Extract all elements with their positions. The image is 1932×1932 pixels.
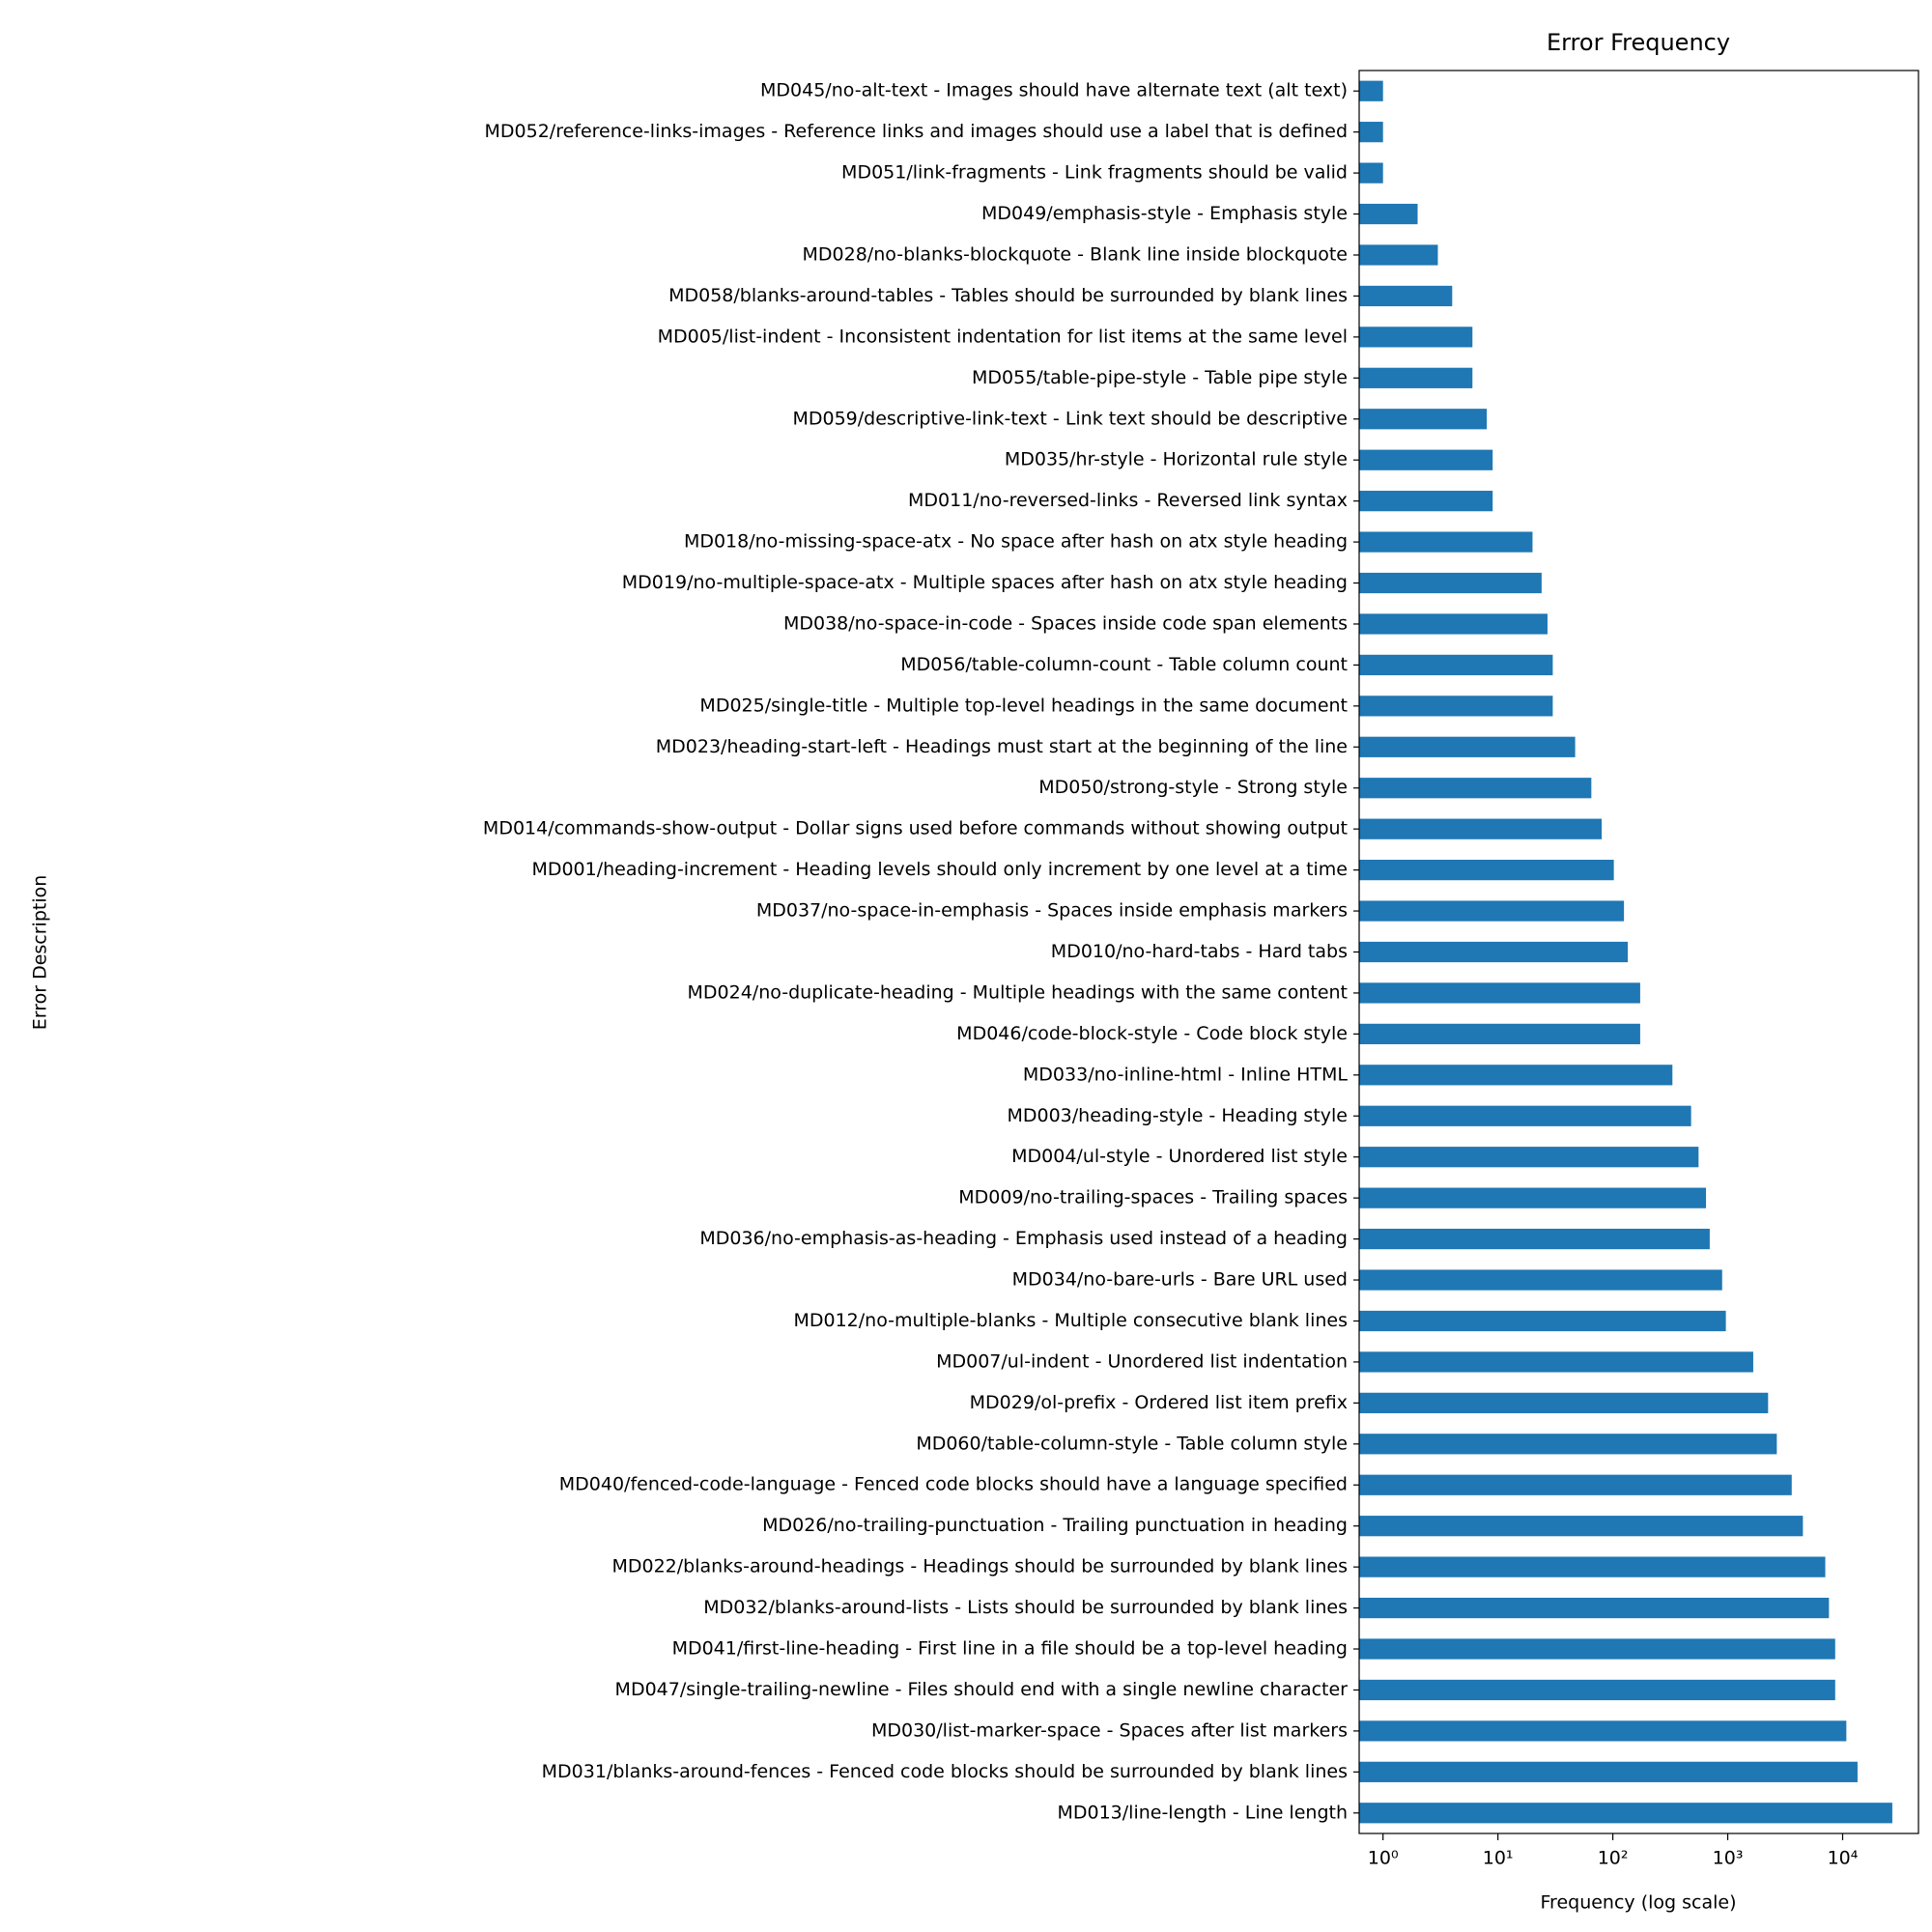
x-tick-label: 10⁰ (1368, 1848, 1399, 1869)
y-tick-label: MD030/list-marker-space - Spaces after l… (871, 1719, 1348, 1741)
bar (1359, 162, 1383, 184)
bar (1359, 1023, 1640, 1044)
y-tick-label: MD019/no-multiple-space-atx - Multiple s… (622, 572, 1348, 593)
y-tick-label: MD037/no-space-in-emphasis - Spaces insi… (756, 900, 1348, 922)
bar (1359, 1803, 1892, 1824)
y-tick-label: MD009/no-trailing-spaces - Trailing spac… (958, 1187, 1348, 1208)
bar (1359, 1310, 1726, 1332)
bar (1359, 1597, 1830, 1619)
y-tick-label: MD029/ol-prefix - Ordered list item pref… (970, 1392, 1348, 1413)
bar (1359, 531, 1533, 553)
y-tick-label: MD036/no-emphasis-as-heading - Emphasis … (699, 1228, 1348, 1249)
y-tick-label: MD018/no-missing-space-atx - No space af… (684, 531, 1348, 553)
bar (1359, 1720, 1847, 1742)
bar (1359, 572, 1542, 594)
bar (1359, 778, 1592, 799)
bar (1359, 409, 1488, 430)
y-tick-label: MD056/table-column-count - Table column … (900, 654, 1348, 675)
y-tick-label: MD010/no-hard-tabs - Hard tabs (1051, 941, 1348, 962)
plot-frame (1358, 70, 1919, 1834)
y-tick-label: MD038/no-space-in-code - Spaces inside c… (783, 612, 1348, 634)
bar (1359, 818, 1603, 839)
bar (1359, 1556, 1826, 1577)
bar (1359, 1638, 1835, 1660)
bar (1359, 1187, 1707, 1208)
y-tick-label: MD003/heading-style - Heading style (1007, 1105, 1348, 1126)
bar (1359, 736, 1576, 757)
y-tick-label: MD031/blanks-around-fences - Fenced code… (542, 1761, 1348, 1782)
y-tick-label: MD025/single-title - Multiple top-level … (699, 695, 1348, 716)
y-tick-label: MD005/list-indent - Inconsistent indenta… (658, 326, 1348, 347)
chart-title: Error Frequency (1547, 29, 1730, 56)
bar (1359, 613, 1548, 635)
y-tick-label: MD060/table-column-style - Table column … (916, 1433, 1348, 1454)
y-tick-label: MD034/no-bare-urls - Bare URL used (1012, 1269, 1348, 1291)
y-tick-label: MD026/no-trailing-punctuation - Trailing… (762, 1515, 1348, 1536)
x-axis-label: Frequency (log scale) (1541, 1892, 1737, 1914)
y-axis-label: Error Description (30, 875, 51, 1031)
bar (1359, 1105, 1691, 1126)
bar (1359, 285, 1453, 307)
y-tick-label: MD012/no-multiple-blanks - Multiple cons… (793, 1310, 1348, 1331)
y-tick-label: MD047/single-trailing-newline - Files sh… (615, 1679, 1349, 1700)
y-tick-label: MD032/blanks-around-lists - Lists should… (703, 1597, 1348, 1618)
y-tick-label: MD004/ul-style - Unordered list style (1011, 1146, 1348, 1167)
bar (1359, 1351, 1753, 1373)
y-tick-label: MD045/no-alt-text - Images should have a… (760, 80, 1348, 101)
bar (1359, 982, 1640, 1004)
bar (1359, 860, 1614, 881)
bar (1359, 900, 1625, 922)
bar (1359, 1761, 1858, 1782)
x-tick-label: 10³ (1713, 1848, 1744, 1869)
y-tick-label: MD014/commands-show-output - Dollar sign… (483, 818, 1348, 839)
y-tick-label: MD011/no-reversed-links - Reversed link … (908, 490, 1348, 511)
y-tick-label: MD024/no-duplicate-heading - Multiple he… (688, 981, 1348, 1003)
bar (1359, 1228, 1710, 1250)
y-tick-label: MD059/descriptive-link-text - Link text … (792, 408, 1348, 429)
bar (1359, 1065, 1673, 1086)
y-tick-label: MD035/hr-style - Horizontal rule style (1005, 449, 1348, 470)
bar (1359, 244, 1438, 266)
y-tick-label: MD049/emphasis-style - Emphasis style (981, 203, 1348, 224)
y-tick-label: MD040/fenced-code-language - Fenced code… (559, 1474, 1348, 1495)
y-tick-label: MD041/first-line-heading - First line in… (672, 1638, 1348, 1660)
y-tick-label: MD046/code-block-style - Code block styl… (956, 1023, 1348, 1044)
y-tick-label: MD028/no-blanks-blockquote - Blank line … (803, 243, 1349, 265)
y-tick-label: MD001/heading-increment - Heading levels… (531, 859, 1348, 880)
bar (1359, 1434, 1777, 1455)
y-tick-label: MD051/link-fragments - Link fragments sh… (841, 162, 1348, 184)
x-tick-label: 10⁴ (1828, 1848, 1859, 1869)
bar (1359, 1269, 1722, 1291)
y-tick-label: MD058/blanks-around-tables - Tables shou… (668, 285, 1348, 306)
x-tick-label: 10¹ (1483, 1848, 1514, 1869)
bar (1359, 1392, 1769, 1413)
bar (1359, 491, 1493, 512)
bar (1359, 203, 1418, 225)
y-tick-label: MD023/heading-start-left - Headings must… (656, 736, 1348, 757)
y-tick-label: MD013/line-length - Line length (1057, 1802, 1348, 1823)
y-tick-label: MD050/strong-style - Strong style (1038, 777, 1348, 798)
bar (1359, 1474, 1792, 1495)
y-tick-label: MD052/reference-links-images - Reference… (485, 121, 1348, 142)
bar (1359, 80, 1383, 101)
bar (1359, 654, 1553, 676)
y-tick-label: MD007/ul-indent - Unordered list indenta… (936, 1350, 1348, 1372)
bar (1359, 1679, 1835, 1701)
y-tick-label: MD022/blanks-around-headings - Headings … (611, 1556, 1348, 1577)
bar (1359, 1147, 1699, 1168)
bar (1359, 367, 1473, 388)
y-tick-label: MD055/table-pipe-style - Table pipe styl… (972, 367, 1348, 388)
bar (1359, 941, 1629, 963)
x-tick-label: 10² (1598, 1848, 1629, 1869)
y-tick-label: MD033/no-inline-html - Inline HTML (1023, 1064, 1349, 1085)
bar (1359, 327, 1473, 348)
bar (1359, 449, 1493, 470)
bar (1359, 696, 1553, 717)
bar (1359, 122, 1383, 143)
bar (1359, 1516, 1804, 1537)
